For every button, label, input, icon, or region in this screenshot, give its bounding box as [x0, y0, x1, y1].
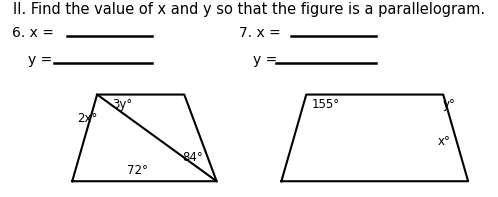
- Text: x°: x°: [437, 135, 450, 148]
- Text: II. Find the value of x and y so that the figure is a parallelogram.: II. Find the value of x and y so that th…: [13, 2, 485, 17]
- Text: 84°: 84°: [182, 151, 203, 164]
- Text: y =: y =: [253, 53, 277, 67]
- Text: y =: y =: [28, 53, 53, 67]
- Text: 155°: 155°: [311, 98, 339, 111]
- Text: 2x°: 2x°: [77, 112, 98, 125]
- Text: 7. x =: 7. x =: [239, 26, 281, 41]
- Text: 3y°: 3y°: [112, 98, 132, 111]
- Text: y°: y°: [442, 98, 455, 111]
- Text: 72°: 72°: [126, 164, 147, 177]
- Text: 6. x =: 6. x =: [12, 26, 54, 41]
